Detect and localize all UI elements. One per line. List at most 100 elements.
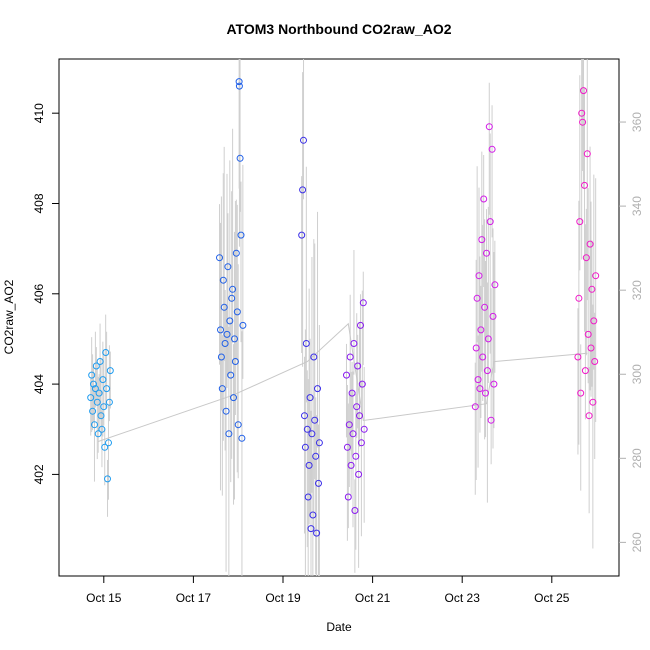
data-point	[105, 398, 113, 406]
data-point	[354, 362, 362, 370]
data-point	[578, 109, 586, 117]
data-point	[585, 412, 593, 420]
data-point	[314, 385, 321, 393]
data-point	[101, 443, 109, 451]
data-point	[99, 376, 107, 384]
data-point	[591, 358, 599, 365]
data-point	[353, 403, 361, 411]
y-tick-label-right: 260	[630, 532, 644, 552]
data-point	[472, 344, 480, 352]
data-point	[581, 367, 589, 375]
data-point	[238, 434, 246, 442]
data-point	[586, 240, 594, 248]
data-point	[105, 439, 112, 447]
data-point	[477, 326, 485, 334]
data-point	[228, 294, 236, 302]
data-point	[315, 479, 322, 487]
data-point	[102, 349, 110, 356]
data-point	[301, 443, 309, 451]
data-point	[350, 340, 358, 347]
data-point	[582, 254, 590, 262]
data-point	[352, 452, 360, 460]
data-point	[299, 186, 307, 194]
data-point	[227, 371, 235, 379]
data-point	[301, 412, 308, 420]
data-point	[580, 87, 587, 95]
data-point	[485, 123, 493, 131]
data-point	[222, 407, 230, 415]
data-point	[584, 330, 592, 338]
data-point	[218, 385, 226, 393]
data-point	[575, 294, 583, 302]
data-point	[233, 308, 241, 316]
data-point	[576, 218, 584, 226]
data-point	[315, 439, 323, 447]
data-point	[474, 376, 482, 384]
data-point	[225, 430, 233, 438]
data-point	[487, 416, 495, 424]
data-point	[313, 529, 321, 537]
data-point	[355, 470, 363, 478]
data-point	[217, 353, 225, 361]
data-point	[220, 303, 228, 311]
data-point	[356, 412, 363, 420]
data-point	[94, 430, 102, 438]
data-point	[300, 136, 307, 144]
data-point	[357, 321, 364, 329]
vertical-spikes	[90, 59, 597, 576]
data-point	[574, 353, 582, 361]
y-tick-label-left: 402	[32, 464, 46, 484]
y-tick-label-right: 340	[630, 196, 644, 216]
data-point	[303, 425, 311, 433]
data-point	[486, 218, 494, 226]
y-axis-right: 260 280 300 320 340 360	[619, 112, 644, 552]
data-point	[577, 389, 585, 397]
data-point	[351, 507, 359, 514]
data-point	[89, 407, 97, 415]
data-point	[93, 398, 101, 406]
data-point	[358, 380, 366, 388]
y-axis-label: CO2raw_AO2	[2, 279, 16, 354]
data-point	[88, 371, 96, 379]
data-point	[91, 385, 99, 393]
data-point	[217, 326, 224, 334]
y-tick-label-right: 320	[630, 280, 644, 300]
data-point	[230, 394, 237, 402]
data-point	[312, 452, 320, 460]
data-point	[490, 380, 498, 388]
data-point	[87, 394, 95, 402]
data-point	[483, 249, 490, 257]
data-point	[359, 299, 367, 307]
data-point	[481, 303, 489, 311]
y-tick-label-right: 360	[630, 112, 644, 132]
data-point	[216, 254, 223, 262]
data-point	[302, 340, 310, 347]
data-point	[360, 425, 368, 433]
data-point	[239, 321, 247, 329]
data-point	[480, 195, 488, 203]
data-point	[579, 118, 587, 126]
data-point	[223, 330, 231, 338]
data-point	[234, 421, 242, 429]
plot-frame	[58, 58, 620, 577]
data-point	[473, 294, 481, 302]
data-point	[590, 317, 598, 325]
data-point	[482, 389, 489, 397]
y-tick-label-left: 408	[32, 193, 46, 213]
data-point	[103, 385, 111, 393]
y-tick-label-left: 404	[32, 374, 46, 394]
data-point	[488, 145, 496, 153]
data-point	[589, 398, 597, 406]
data-point	[592, 272, 600, 280]
data-point	[587, 344, 595, 352]
data-point	[357, 439, 365, 447]
chart-title: ATOM3 Northbound CO2raw_AO2	[226, 21, 451, 37]
secondary-line	[98, 322, 588, 442]
data-point	[346, 353, 354, 361]
data-point	[219, 276, 227, 284]
data-point	[588, 285, 596, 293]
data-point	[231, 335, 238, 343]
scatter-points	[87, 78, 600, 537]
data-point	[231, 358, 239, 365]
